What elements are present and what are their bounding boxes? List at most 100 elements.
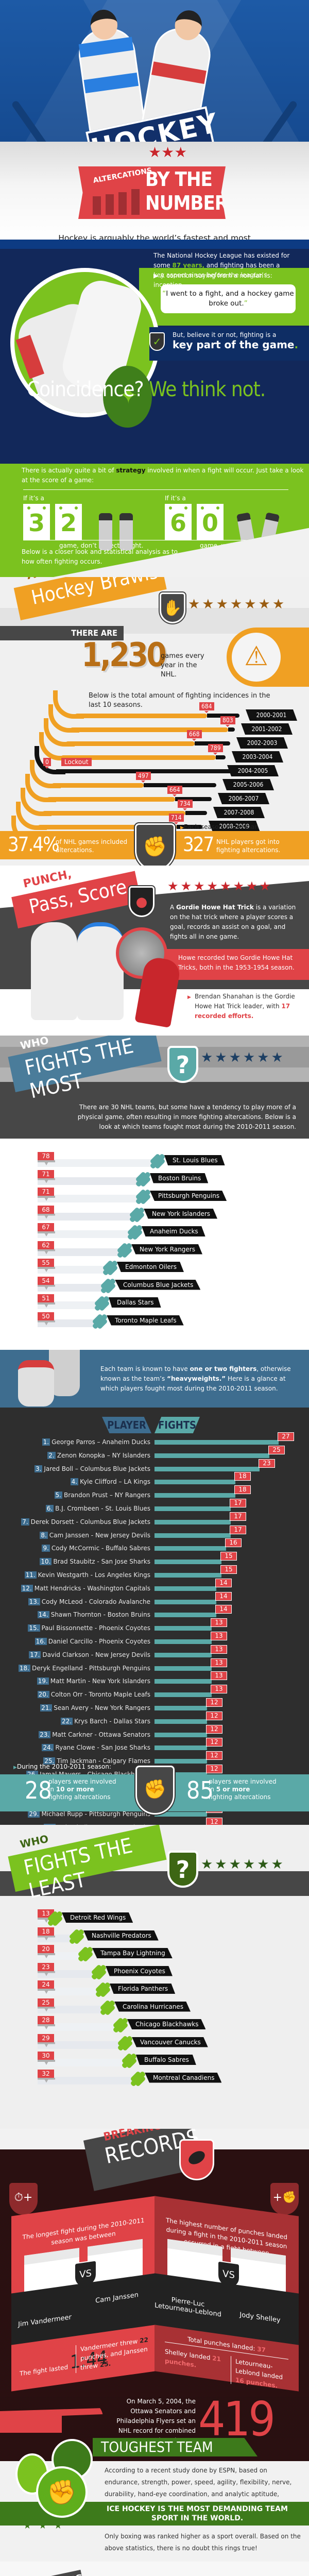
bandage-icon <box>117 2035 133 2052</box>
divider <box>0 240 309 249</box>
team-name: Pittsburgh Penguins <box>150 1191 227 1201</box>
pointing-hand-icon <box>0 2408 103 2433</box>
fight-count: 12 <box>206 1698 222 1707</box>
player-silhouette-icon: ✦ <box>103 366 152 428</box>
season-row: 684 2000-2001 <box>53 690 297 721</box>
player-name: Deryk Engelland - Pittsburgh Penguins <box>32 1664 150 1672</box>
player-row: 19. Matt Martin - New York Islanders 13 <box>0 1671 309 1686</box>
player-name: Michael Rupp - Pittsburgh Penguins <box>41 1810 150 1818</box>
fight-count: 714 <box>169 814 184 824</box>
rank-badge: 11. <box>24 1571 37 1579</box>
player-row: 22. Krys Barch - Dallas Stars 12 <box>0 1711 309 1726</box>
team-name: Toronto Maple Leafs <box>107 1315 184 1326</box>
player-name: Daniel Carcillo - Phoenix Coyotes <box>48 1638 150 1645</box>
analysis-intro: Below is a closer look and statistical a… <box>22 548 178 565</box>
fight-count: 17 <box>230 1525 246 1534</box>
toughest-header: TOUGHEST TEAM SPORT <box>93 2438 258 2456</box>
puck-shield-icon <box>179 2139 214 2180</box>
rank-badge: 24. <box>42 1744 54 1752</box>
season-label: 2001-2002 <box>241 723 293 735</box>
player-name: Jody Shelley - San Jose Sharks <box>57 1824 150 1825</box>
season-label: 2002-2003 <box>236 737 288 749</box>
fight-count: 12 <box>206 1818 222 1825</box>
fights-most-section: WHO FIGHTS THE MOST ? ★★★★★★ There are 3… <box>0 1036 309 1350</box>
during-season-label: During the 2010-2011 season: <box>13 1763 111 1770</box>
fight-count: 803 <box>220 716 235 727</box>
player-row: 7. Derek Dorsett - Columbus Blue Jackets 1… <box>0 1512 309 1527</box>
player-row: 1. George Parros – Anaheim Ducks 27 <box>0 1432 309 1447</box>
stopwatch-plus-icon: ⏱+ <box>9 2183 38 2215</box>
fight-count: 13 <box>211 1658 227 1667</box>
player-row: 24. Ryane Clowe - San Jose Sharks 12 <box>0 1738 309 1752</box>
penalty-record: On March 5, 2004, the Ottawa Senators an… <box>0 2392 309 2438</box>
bandage-icon <box>116 1242 133 1259</box>
rank-badge: 17. <box>29 1651 41 1658</box>
fight-count: 25 <box>38 1998 54 2007</box>
season-label: 2004-2005 <box>227 765 279 776</box>
rank-badge: 7. <box>21 1518 29 1526</box>
fight-count: 29 <box>38 2033 54 2042</box>
fight-count: 497 <box>136 772 151 783</box>
nhl-intro-text: The National Hockey League has existed f… <box>153 252 290 289</box>
player-name: Matt Hendricks - Washington Capitals <box>34 1584 150 1592</box>
howe-band: Howe recorded two Gordie Howe Hat Tricks… <box>165 949 309 980</box>
player-name: George Parros – Anaheim Ducks <box>52 1438 150 1446</box>
fight-count: 14 <box>215 1605 232 1614</box>
rank-badge: 19. <box>37 1677 49 1685</box>
player-row: 6. B.J. Crombeen - St. Louis Blues 17 <box>0 1499 309 1513</box>
players-section: PLAYER FIGHTS 1. George Parros – Anaheim … <box>0 1408 309 1825</box>
fighting-players-illustration <box>232 504 288 551</box>
shanahan-fact: Brendan Shanahan is the Gordie Howe Hat … <box>187 992 303 1021</box>
fight-count: 23 <box>259 1459 275 1468</box>
by-the-numbers-text: BY THE NUMBERS <box>145 168 240 214</box>
bandage-icon <box>135 1189 151 1205</box>
bandage-icon <box>100 1277 116 1294</box>
fight-count: 78 <box>38 1152 54 1160</box>
fighter-illustration <box>31 922 77 1020</box>
rank-badge: 20. <box>37 1691 49 1699</box>
player-name: Zenon Konopka – NY Islanders <box>57 1451 150 1459</box>
player-row: 17. David Clarkson - New Jersey Devils 13 <box>0 1645 309 1659</box>
team-name: Nashville Predators <box>83 1930 159 1941</box>
fight-count: 17 <box>230 1499 246 1507</box>
fighter-illustration <box>77 922 124 1020</box>
star-icons: ★★★★★★★★ <box>167 879 273 893</box>
fight-count: 25 <box>268 1445 285 1454</box>
rank-badge: 6. <box>45 1505 54 1512</box>
scoreboard-close-game: If it’s a 32 game, don’t expect a fight. <box>23 495 144 549</box>
fight-count: 14 <box>215 1578 232 1587</box>
bandage-icon <box>68 1928 85 1945</box>
key-part-text: key part of the game. <box>173 338 299 351</box>
fist-shield-icon: ✊ <box>135 1766 175 1815</box>
player-name: Matt Carkner - Ottawa Senators <box>52 1731 150 1738</box>
player-row: 5. Brandon Prust – NY Rangers 18 <box>0 1485 309 1500</box>
player-name: Cody McLeod - Colorado Avalanche <box>41 1598 150 1605</box>
strategy-section: There is actually quite a bit of strateg… <box>0 464 309 587</box>
rank-badge: 29. <box>28 1810 40 1818</box>
fight-count: 13 <box>211 1618 227 1628</box>
fights-least-section: WHO FIGHTS THE LEAST ? ★★★★★★ 13 Detroit … <box>0 1825 309 2129</box>
team-name: St. Louis Blues <box>164 1155 225 1165</box>
fight-count: 13 <box>211 1685 227 1694</box>
team-name: New York Islanders <box>144 1208 218 1219</box>
rank-badge: 16. <box>35 1638 47 1645</box>
player-name: Jared Boll – Columbus Blue Jackets <box>44 1465 150 1472</box>
team-name: Chicago Blackhawks <box>127 2019 206 2029</box>
fight-count: 23 <box>38 1962 54 1971</box>
bandage-icon <box>102 1260 118 1276</box>
player-row: 23. Matt Carkner - Ottawa Senators 12 <box>0 1724 309 1739</box>
bandage-icon <box>130 2070 146 2087</box>
most-punches-panel: The highest number of punches landed dur… <box>154 2196 299 2393</box>
player-name: Kyle Clifford – LA Kings <box>80 1478 150 1486</box>
team-name: Dallas Stars <box>109 1297 161 1308</box>
intro-text: Hockey is arguably the world’s fastest a… <box>58 233 251 240</box>
bandage-icon <box>127 1224 143 1241</box>
player-name: Cody McCormic - Buffalo Sabres <box>51 1545 150 1552</box>
bandage-icon <box>92 1313 108 1330</box>
coincidence-heading: Coincidence? We think not. <box>27 378 266 401</box>
fight-count: 12 <box>206 1751 222 1760</box>
bandage-icon <box>149 1153 166 1170</box>
bandage-icon <box>95 1981 111 1998</box>
team-name: Edmonton Oilers <box>117 1262 184 1272</box>
star-icons: ★★★ <box>148 144 187 161</box>
